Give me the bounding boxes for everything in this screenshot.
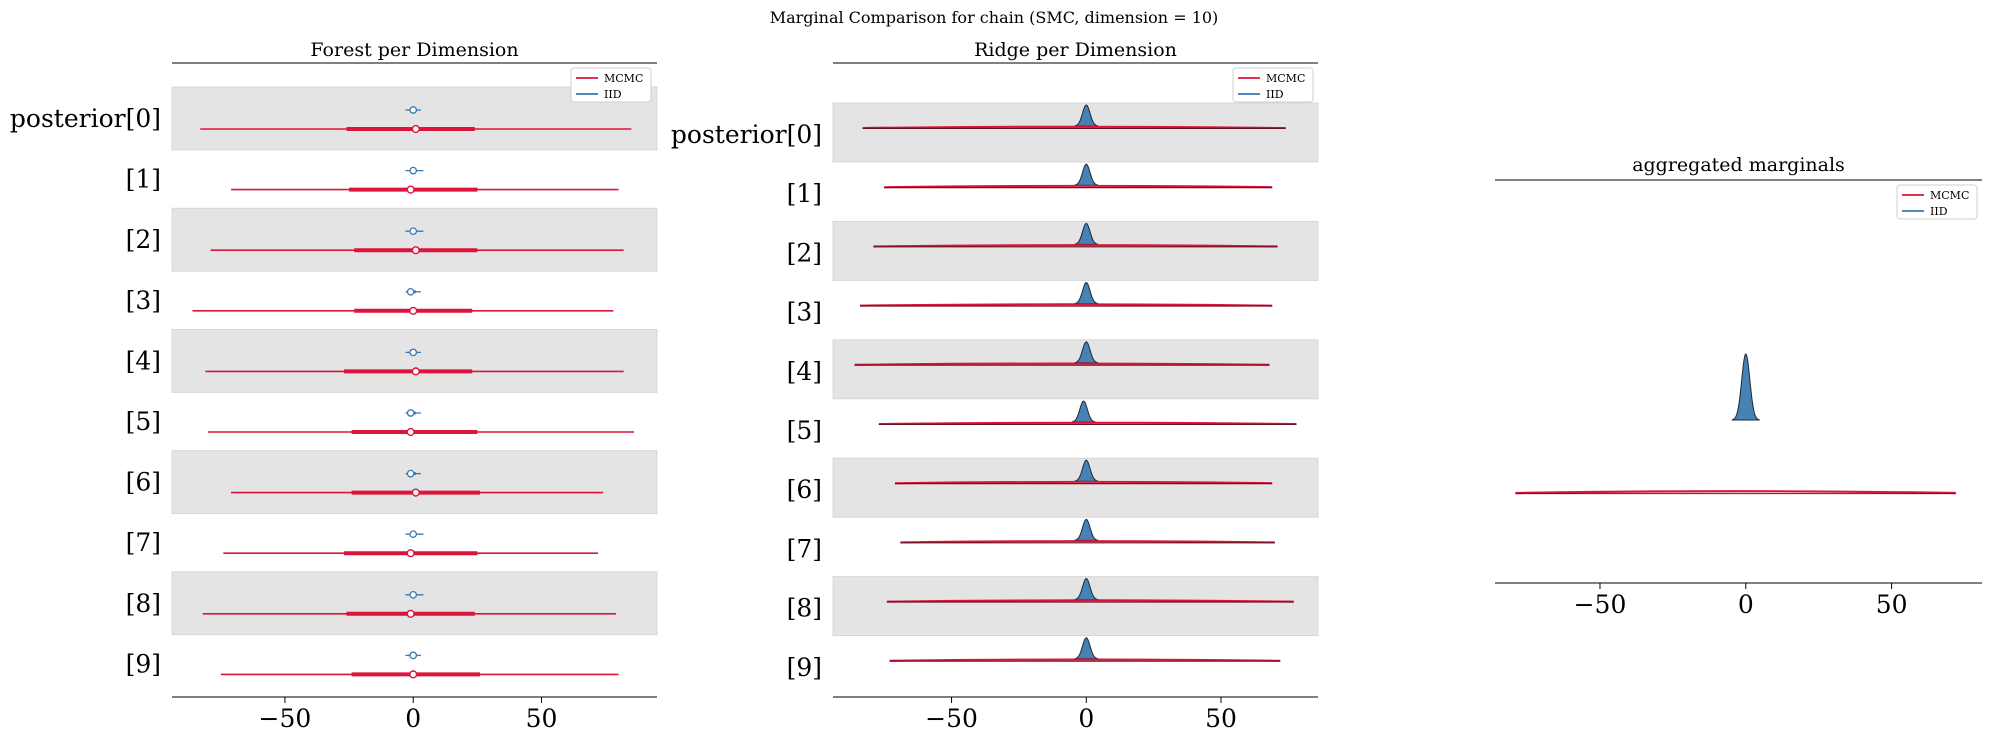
legend-label-1-0: MCMC — [1266, 72, 1305, 85]
mcmc-median-3 — [409, 306, 418, 315]
mcmc-median-4 — [411, 367, 420, 376]
row-label-0-8: [8] — [126, 589, 161, 618]
iid-ridge-2 — [1074, 222, 1099, 245]
mcmc-median-0 — [411, 124, 420, 134]
iid-aggregated-density — [1731, 353, 1760, 421]
row-band-1-4 — [832, 339, 1319, 400]
legend-label-0-0: MCMC — [604, 72, 643, 85]
iid-median-7 — [409, 530, 418, 539]
legend-label-1-1: IID — [1266, 88, 1284, 101]
legend-0: MCMC IID — [570, 67, 652, 103]
iid-median-9 — [409, 651, 418, 660]
iid-ridge-7 — [1074, 518, 1099, 541]
mcmc-median-5 — [406, 427, 415, 437]
row-label-1-3: [3] — [787, 298, 822, 327]
row-label-1-8: [8] — [787, 594, 822, 623]
iid-ridge-5 — [1071, 400, 1096, 423]
row-label-0-6: [6] — [126, 468, 161, 497]
x-tick-label-2-2: 50 — [1876, 590, 1908, 619]
mcmc-ridge-3 — [859, 303, 1273, 307]
x-tick-label-1-0: −50 — [925, 704, 978, 733]
mcmc-median-6 — [411, 488, 420, 497]
row-band-1-8 — [832, 576, 1319, 636]
row-label-0-2: [2] — [126, 225, 161, 254]
panel-title-1: Ridge per Dimension — [974, 39, 1177, 61]
row-label-0-0: posterior[0] — [10, 104, 161, 133]
row-band-0-6 — [171, 450, 658, 515]
iid-median-8 — [409, 590, 418, 599]
legend-label-2-0: MCMC — [1930, 189, 1969, 202]
panel-title-2: aggregated marginals — [1632, 154, 1845, 176]
row-label-0-3: [3] — [126, 286, 161, 315]
mcmc-ridge-7 — [900, 540, 1275, 544]
mcmc-ridge-8 — [886, 599, 1294, 603]
x-tick-label-1-1: 0 — [1078, 704, 1094, 733]
mcmc-ridge-5 — [878, 421, 1297, 425]
x-tick-label-1-2: 50 — [1205, 704, 1237, 733]
iid-median-3 — [406, 287, 415, 296]
row-label-0-4: [4] — [126, 346, 161, 375]
iid-median-1 — [409, 166, 418, 175]
row-label-1-4: [4] — [787, 357, 822, 386]
row-band-0-2 — [171, 207, 658, 272]
iid-ridge-3 — [1074, 282, 1099, 305]
row-band-1-2 — [832, 220, 1319, 281]
legend-2: MCMC IID — [1896, 184, 1978, 220]
x-tick-label-2-0: −50 — [1574, 590, 1627, 619]
iid-ridge-9 — [1074, 637, 1099, 660]
mcmc-aggregated-density — [1515, 490, 1956, 495]
panel-title-0: Forest per Dimension — [310, 39, 518, 61]
row-label-0-5: [5] — [126, 407, 161, 436]
mcmc-median-7 — [406, 549, 415, 558]
mcmc-ridge-9 — [889, 658, 1281, 662]
x-tick-label-0-2: 50 — [526, 704, 558, 733]
iid-median-2 — [409, 227, 418, 236]
mcmc-ridge-2 — [873, 244, 1278, 248]
iid-ridge-4 — [1074, 341, 1099, 364]
x-tick-label-0-1: 0 — [405, 704, 421, 733]
row-label-1-0: posterior[0] — [671, 120, 822, 149]
mcmc-ridge-0 — [862, 125, 1286, 129]
row-label-0-9: [9] — [126, 649, 161, 678]
row-label-0-7: [7] — [126, 528, 161, 557]
x-tick-label-0-0: −50 — [259, 704, 312, 733]
iid-median-4 — [409, 348, 418, 357]
row-label-1-6: [6] — [787, 475, 822, 504]
row-label-1-9: [9] — [787, 653, 822, 682]
mcmc-median-8 — [406, 609, 415, 618]
mcmc-ridge-6 — [894, 480, 1273, 485]
figure-suptitle: Marginal Comparison for chain (SMC, dime… — [770, 8, 1219, 27]
iid-median-6 — [406, 469, 415, 478]
row-label-1-5: [5] — [787, 416, 822, 445]
row-band-0-8 — [171, 571, 658, 636]
mcmc-ridge-4 — [854, 362, 1270, 366]
legend-label-0-1: IID — [604, 88, 622, 101]
row-band-1-6 — [832, 457, 1319, 518]
iid-ridge-1 — [1074, 163, 1099, 186]
iid-ridge-0 — [1074, 104, 1099, 127]
mcmc-median-1 — [406, 185, 415, 194]
row-band-1-0 — [832, 102, 1319, 163]
legend-label-2-1: IID — [1930, 205, 1948, 218]
iid-ridge-8 — [1074, 578, 1099, 601]
mcmc-median-9 — [409, 670, 418, 679]
row-band-0-4 — [171, 328, 658, 393]
row-label-1-1: [1] — [787, 179, 822, 208]
iid-median-0 — [409, 106, 418, 114]
iid-ridge-6 — [1074, 459, 1099, 482]
iid-median-5 — [406, 409, 415, 417]
row-label-1-7: [7] — [787, 534, 822, 563]
x-tick-label-2-1: 0 — [1738, 590, 1754, 619]
legend-1: MCMC IID — [1232, 67, 1314, 103]
mcmc-ridge-1 — [884, 184, 1273, 189]
mcmc-median-2 — [411, 246, 420, 255]
row-label-0-1: [1] — [126, 165, 161, 194]
row-label-1-2: [2] — [787, 238, 822, 267]
